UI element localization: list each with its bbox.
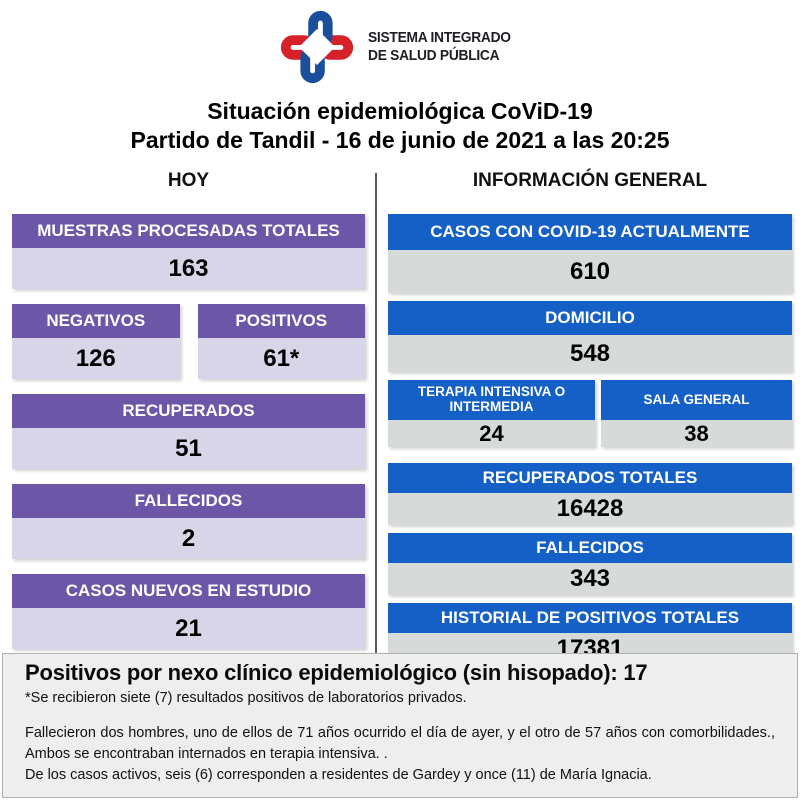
section-informacion-general: INFORMACIÓN GENERAL CASOS CON COVID-19 A… [388,170,792,673]
section-hoy: HOY MUESTRAS PROCESADAS TOTALES 163 NEGA… [12,170,365,664]
stat-value: 51 [12,428,365,469]
stat-label: RECUPERADOS [12,394,365,428]
page-title: Situación epidemiológica CoViD-19 Partid… [0,97,800,155]
logo-text-line2: DE SALUD PÚBLICA [368,47,500,64]
stat-label: NEGATIVOS [12,304,180,338]
footer-body: Fallecieron dos hombres, uno de ellos de… [25,723,775,786]
stat-pair-negativos-positivos: NEGATIVOS 126 POSITIVOS 61* [12,304,365,394]
stat-label: POSITIVOS [197,304,365,338]
stat-value: 548 [388,335,792,372]
stat-muestras-procesadas: MUESTRAS PROCESADAS TOTALES 163 [12,214,365,289]
stat-value: 163 [12,248,365,289]
stat-label: DOMICILIO [388,301,792,335]
logo-text-line1: SISTEMA INTEGRADO [368,29,512,47]
stat-label: MUESTRAS PROCESADAS TOTALES [12,214,365,248]
stat-negativos: NEGATIVOS 126 [12,304,180,379]
stat-label: SALA GENERAL [601,380,792,420]
title-line1: Situación epidemiológica CoViD-19 [207,98,593,124]
stat-domicilio: DOMICILIO 548 [388,301,792,372]
footer-paragraph-fallecidos: Fallecieron dos hombres, uno de ellos de… [25,725,775,762]
stat-value: 24 [388,420,595,447]
informacion-general-header: INFORMACIÓN GENERAL [472,170,708,191]
stat-value: 38 [601,420,792,447]
stat-value: 16428 [388,493,792,525]
stat-casos-nuevos-estudio: CASOS NUEVOS EN ESTUDIO 21 [12,574,365,649]
stat-value: 2 [12,518,365,559]
logo-text: SISTEMA INTEGRADO DE SALUD PÚBLICA [368,29,511,64]
footer-headline: Positivos por nexo clínico epidemiológic… [25,660,648,685]
footer-paragraph-casos-activos: De los casos activos, seis (6) correspon… [25,767,652,783]
stat-label: HISTORIAL DE POSITIVOS TOTALES [388,603,792,633]
stat-terapia-intensiva: TERAPIA INTENSIVA O INTERMEDIA 24 [388,380,595,447]
stat-value: 126 [12,338,180,379]
stat-label: CASOS NUEVOS EN ESTUDIO [12,574,365,608]
footer-asterisk-note: *Se recibieron siete (7) resultados posi… [25,690,467,706]
title-line2-date: Partido de Tandil - 16 de junio de 2021 … [130,127,670,153]
stat-label: RECUPERADOS TOTALES [388,463,792,493]
health-system-logo-icon [276,6,358,88]
header-logo: SISTEMA INTEGRADO DE SALUD PÚBLICA [0,6,800,88]
stat-pair-internaciones: TERAPIA INTENSIVA O INTERMEDIA 24 SALA G… [388,380,792,455]
stat-label: CASOS CON COVID-19 ACTUALMENTE [388,214,792,250]
stat-value: 610 [388,250,792,293]
stat-fallecidos-totales: FALLECIDOS 343 [388,533,792,595]
footer-notes: Positivos por nexo clínico epidemiológic… [2,653,798,798]
stat-fallecidos-hoy: FALLECIDOS 2 [12,484,365,559]
stat-recuperados-totales: RECUPERADOS TOTALES 16428 [388,463,792,525]
column-divider [375,173,377,653]
stat-value: 21 [12,608,365,649]
stat-label: TERAPIA INTENSIVA O INTERMEDIA [388,380,595,420]
stat-label: FALLECIDOS [388,533,792,563]
stat-label: FALLECIDOS [12,484,365,518]
stat-casos-actuales: CASOS CON COVID-19 ACTUALMENTE 610 [388,214,792,293]
stat-value: 61* [197,338,365,379]
hoy-header: HOY [167,170,210,191]
stat-value: 343 [388,563,792,595]
stat-recuperados-hoy: RECUPERADOS 51 [12,394,365,469]
stat-sala-general: SALA GENERAL 38 [601,380,792,447]
stat-positivos: POSITIVOS 61* [197,304,365,379]
